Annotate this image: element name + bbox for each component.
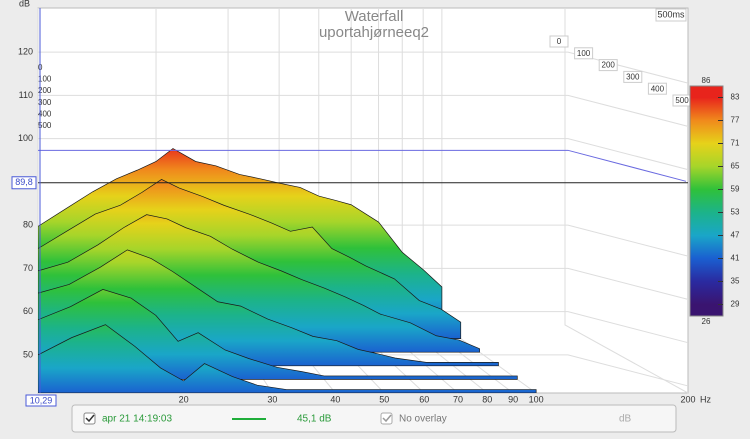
colorbar-tick-label: 35 bbox=[731, 277, 740, 286]
checkbox[interactable] bbox=[83, 412, 96, 425]
y-tick-label: 80 bbox=[23, 220, 33, 230]
x-tick-label: 50 bbox=[379, 394, 389, 404]
measurement-level: 45,1 dB bbox=[297, 414, 332, 425]
grid-line bbox=[38, 94, 689, 127]
colorbar-min: 26 bbox=[702, 317, 711, 326]
cursor-label: 89,8 bbox=[15, 177, 33, 187]
colorbar-tick-label: 65 bbox=[731, 162, 740, 171]
colorbar-tick-label: 29 bbox=[731, 300, 740, 309]
y-axis-label: dB bbox=[19, 0, 30, 8]
colorbar-tick-label: 71 bbox=[731, 139, 740, 148]
x-tick-label: 40 bbox=[330, 394, 340, 404]
time-tick-box bbox=[574, 47, 594, 60]
time-tick-label: 300 bbox=[38, 98, 52, 107]
x-cursor-box bbox=[25, 394, 57, 407]
time-range-box bbox=[655, 8, 687, 22]
x-tick-label: 90 bbox=[508, 394, 518, 404]
check-mark bbox=[85, 414, 95, 423]
y-tick-label: 60 bbox=[23, 306, 33, 316]
waterfall-slice bbox=[38, 324, 537, 393]
x-tick-label: 60 bbox=[419, 394, 429, 404]
chart-subtitle: uportahjørneeq2 bbox=[319, 24, 429, 41]
grid-line bbox=[38, 138, 689, 171]
time-tick-box bbox=[598, 59, 618, 72]
time-tick-label: 200 bbox=[38, 86, 52, 95]
y-tick-label: 50 bbox=[23, 349, 33, 359]
grid-line bbox=[564, 8, 689, 394]
y-tick-label: 120 bbox=[18, 46, 33, 56]
time-tick-box bbox=[623, 70, 643, 83]
limit-line bbox=[38, 149, 687, 182]
time-tick-label: 500 bbox=[38, 121, 52, 130]
time-tick-box bbox=[647, 82, 667, 95]
grid-line bbox=[38, 51, 689, 84]
unit-label: dB bbox=[619, 414, 632, 425]
overlay-label: No overlay bbox=[399, 414, 447, 425]
time-tick-label: 500 bbox=[675, 96, 689, 105]
overlay-checkbox[interactable] bbox=[380, 412, 393, 425]
time-tick-label: 100 bbox=[38, 75, 52, 84]
colorbar-tick-label: 53 bbox=[731, 208, 740, 217]
y-tick-label: 100 bbox=[18, 133, 33, 143]
colorbar-tick-label: 83 bbox=[731, 93, 740, 102]
time-tick-label: 400 bbox=[651, 84, 665, 93]
x-tick-label: 100 bbox=[529, 394, 544, 404]
x-axis-label: Hz bbox=[700, 394, 711, 404]
waterfall-slice bbox=[38, 289, 518, 380]
colorbar-tick-label: 77 bbox=[731, 116, 740, 125]
time-tick-box bbox=[549, 35, 569, 48]
x-tick-label: 80 bbox=[482, 394, 492, 404]
time-tick-label: 200 bbox=[602, 61, 616, 70]
chart-title: Waterfall bbox=[345, 8, 404, 25]
colorbar-tick-label: 47 bbox=[731, 231, 740, 240]
x-tick-label: 200 bbox=[680, 394, 695, 404]
time-tick-label: 0 bbox=[557, 37, 562, 46]
colorbar-tick-label: 41 bbox=[731, 254, 740, 263]
x-tick-label: 20 bbox=[179, 394, 189, 404]
colorbar-max: 86 bbox=[702, 76, 711, 85]
y-tick-label: 70 bbox=[23, 263, 33, 273]
y-tick-label: 110 bbox=[19, 90, 33, 100]
x-tick-label: 70 bbox=[453, 394, 463, 404]
time-tick-label: 300 bbox=[626, 73, 640, 82]
check-mark bbox=[382, 414, 392, 423]
cursor-box bbox=[11, 176, 37, 190]
time-tick-label: 100 bbox=[577, 49, 591, 58]
measurement-date: apr 21 14:19:03 bbox=[102, 414, 172, 425]
x-tick-label: 10,29 bbox=[30, 395, 53, 405]
colorbar-tick-label: 59 bbox=[731, 185, 740, 194]
footer-bar bbox=[71, 404, 677, 433]
x-tick-label: 30 bbox=[267, 394, 277, 404]
colorbar bbox=[689, 85, 724, 317]
time-tick-label: 400 bbox=[38, 109, 52, 118]
time-range-label: 500ms bbox=[657, 9, 685, 19]
